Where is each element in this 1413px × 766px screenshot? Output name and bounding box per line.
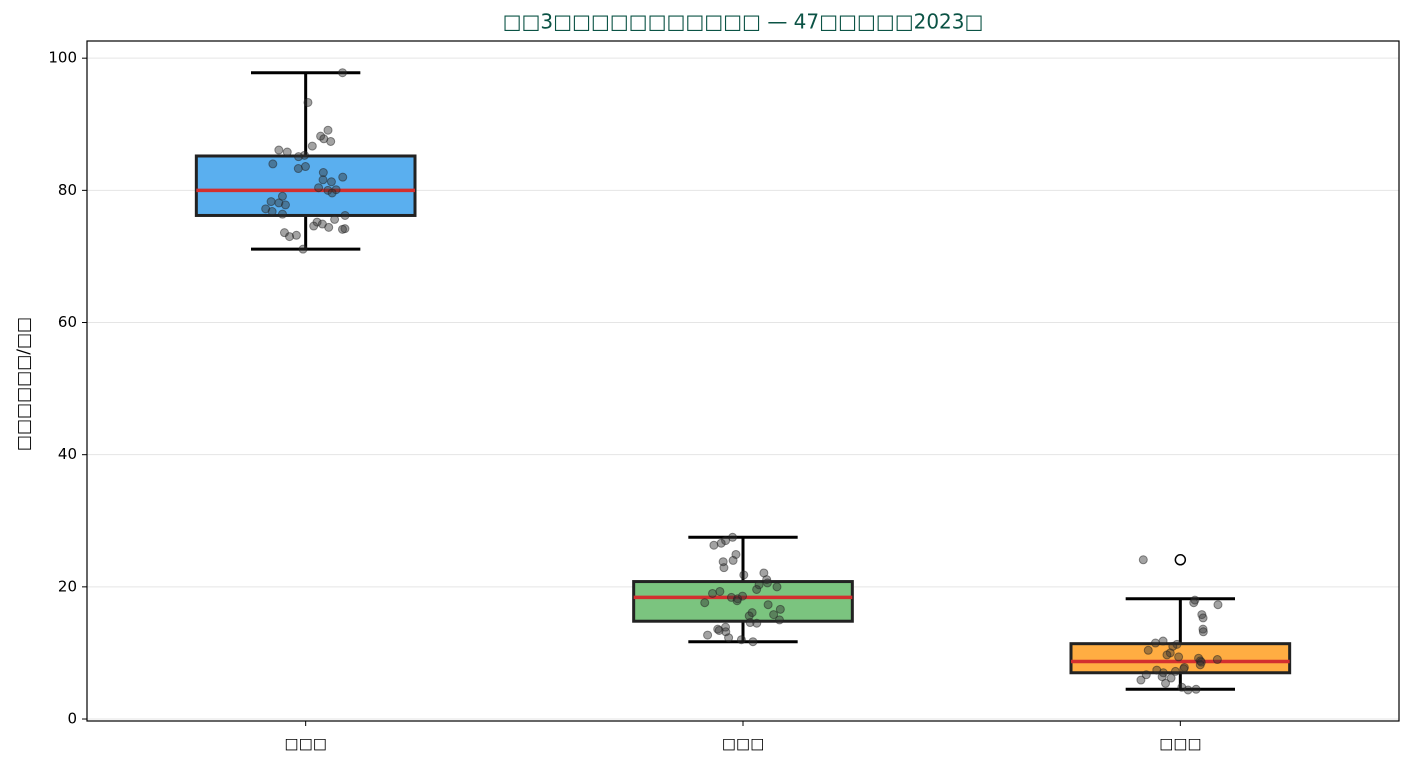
data-point [337,224,347,234]
data-point [293,164,303,174]
data-point [1198,627,1208,637]
chart-title: □□3□□□□□□□□□□□ — 47□□□□□2023□ [503,10,984,34]
data-point [1195,660,1205,670]
x-tick-label: □□□ [722,735,765,753]
data-point [340,210,350,220]
data-point [1138,555,1148,565]
data-point [318,168,328,178]
data-point [1172,639,1182,649]
data-point [1152,665,1162,675]
y-tick-label: 60 [58,313,77,331]
data-point [714,625,724,635]
data-point [294,152,304,162]
data-point [327,188,337,198]
data-point [748,637,758,647]
outlier [1174,554,1187,566]
data-point [1166,673,1176,683]
data-point [303,97,313,107]
data-point [1170,666,1180,676]
data-point [324,222,334,232]
data-point [268,159,278,169]
box [1069,642,1292,675]
box [632,580,854,623]
data-point [739,570,749,580]
data-point [774,615,784,625]
data-point [298,244,308,254]
data-point [1179,664,1189,674]
data-point [274,198,284,208]
data-point [728,555,738,565]
data-point [338,68,348,78]
data-point [721,536,731,546]
data-point [1191,684,1201,694]
data-point [1213,600,1223,610]
data-point [274,145,284,155]
box [194,154,417,217]
data-point [713,624,723,634]
data-point [709,540,719,550]
data-point [754,580,764,590]
data-point [1168,641,1178,651]
data-point [769,610,779,620]
data-point [772,582,782,592]
data-point [280,200,290,210]
data-point [724,633,734,643]
x-tick-label: □□□ [284,735,327,753]
data-point [338,172,348,182]
data-point [1162,650,1172,660]
data-point [716,538,726,548]
data-point [326,177,336,187]
y-tick-label: 40 [58,445,77,463]
data-point [752,584,762,594]
y-tick-label: 0 [67,710,77,728]
data-point [266,197,276,207]
data-point [1143,645,1153,655]
data-point [1174,652,1184,662]
data-point [708,588,718,598]
data-point [314,183,324,193]
data-point [1183,685,1193,695]
y-tick-label: 100 [48,49,77,67]
y-axis-label: □□□□□□/□□ [14,317,34,451]
data-point [1189,598,1199,608]
data-point [291,230,301,240]
data-point [715,586,725,596]
data-point [703,630,713,640]
data-point [323,125,333,135]
data-point [1212,655,1222,665]
data-point [1136,675,1146,685]
y-tick-label: 80 [58,181,77,199]
data-point [763,600,773,610]
data-point [307,141,317,151]
data-point [700,598,710,608]
data-point [745,618,755,628]
data-point [285,232,295,242]
data-point [752,618,762,628]
data-point [762,575,772,585]
data-point [282,147,292,157]
data-point [309,221,319,231]
data-point [775,604,785,614]
data-point [1198,613,1208,623]
data-point [719,563,729,573]
data-point [1158,636,1168,646]
data-point [277,209,287,219]
data-point [1150,638,1160,648]
data-point [326,136,336,146]
data-point [1198,624,1208,634]
data-point [1141,670,1151,680]
data-point [318,175,328,185]
data-point [330,214,340,224]
data-point [1161,678,1171,688]
data-point [736,635,746,645]
data-point [267,206,277,216]
data-point [762,578,772,588]
data-point [732,596,742,606]
data-point [744,611,754,621]
data-point [261,204,271,214]
y-tick-label: 20 [58,577,77,595]
x-tick-label: □□□ [1159,735,1202,753]
